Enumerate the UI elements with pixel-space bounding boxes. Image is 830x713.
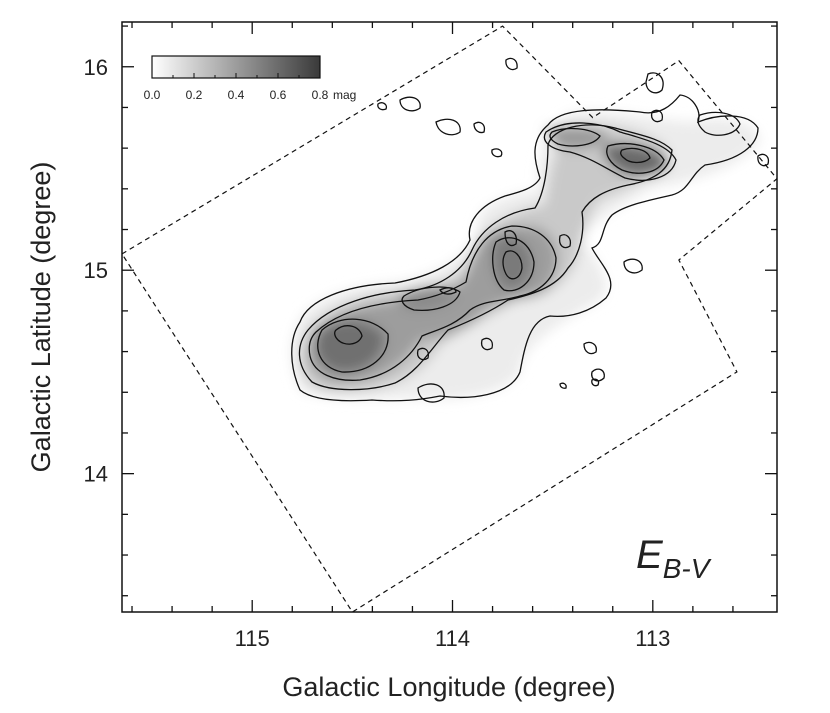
contour-level-3-ne: [543, 122, 677, 181]
contour-island-1: [399, 96, 421, 112]
contour-level-5-ne: [620, 147, 651, 164]
contour-island-18: [417, 383, 445, 403]
contour-island-2: [377, 102, 388, 111]
contour-level-5-mid: [439, 287, 457, 295]
panel-label-main: E: [636, 533, 664, 577]
fill-level-4: [315, 320, 385, 373]
extinction-map: [122, 25, 777, 612]
axis-tick-labels: 115 114 113 14 15 16: [84, 55, 671, 651]
panel-label-subscript: B-V: [663, 553, 712, 584]
fill-level-4b: [492, 236, 532, 289]
y-tick-label: 16: [84, 55, 108, 80]
contour-island-16: [480, 337, 494, 351]
contour-island-10: [558, 234, 572, 249]
colorbar: 0.0 0.2 0.4 0.6 0.8 mag: [144, 55, 356, 102]
y-tick-label: 14: [84, 462, 108, 487]
y-axis-title: Galactic Latitude (degree): [26, 162, 56, 473]
survey-boundary: [122, 25, 777, 612]
contour-level-3: [308, 225, 557, 381]
contour-island-3: [435, 118, 461, 136]
x-tick-label: 114: [435, 626, 470, 651]
contour-island-9: [757, 153, 770, 167]
x-tick-label: 113: [635, 626, 670, 651]
contour-outer: [291, 94, 759, 402]
plot-frame: [121, 21, 778, 613]
contour-island-8: [505, 57, 518, 71]
contour-level-5-central-n: [504, 230, 518, 247]
contour-island-5: [491, 148, 503, 158]
contour-level-4-ne-w: [549, 127, 601, 147]
colorbar-tick-label: 0.6: [270, 88, 287, 102]
x-axis-title: Galactic Longitude (degree): [282, 672, 615, 702]
contour-island-12: [583, 341, 597, 355]
contour-island-14: [559, 382, 567, 389]
contour-level-5-west: [334, 325, 363, 345]
contour-island-4: [473, 121, 486, 134]
contour-island-13: [591, 368, 605, 382]
contour-island-17: [416, 347, 430, 361]
contour-lines: [291, 57, 770, 403]
y-tick-label: 15: [84, 258, 108, 283]
contour-level-4-mid: [401, 286, 461, 312]
contour-far-east: [697, 111, 741, 136]
contour-island-11: [623, 258, 643, 274]
colorbar-tick-label: 0.4: [228, 88, 245, 102]
contour-level-4-west: [317, 318, 389, 373]
colorbar-ticks: 0.0 0.2 0.4 0.6 0.8: [144, 73, 329, 102]
extinction-fill: [291, 111, 760, 400]
panel-label: EB-V: [636, 533, 712, 584]
colorbar-unit: mag: [333, 88, 356, 102]
axis-ticks: [122, 22, 777, 612]
contour-level-2: [298, 124, 673, 391]
colorbar-tick-label: 0.0: [144, 88, 161, 102]
colorbar-tick-label: 0.8: [312, 88, 329, 102]
contour-level-5-central: [502, 250, 523, 280]
contour-island-7: [650, 109, 664, 123]
contour-island-6: [645, 72, 664, 94]
colorbar-tick-label: 0.2: [186, 88, 203, 102]
contour-level-4-ne: [606, 143, 665, 174]
x-tick-label: 115: [235, 626, 270, 651]
contour-level-4-central: [492, 237, 535, 292]
contour-island-15: [591, 378, 600, 387]
